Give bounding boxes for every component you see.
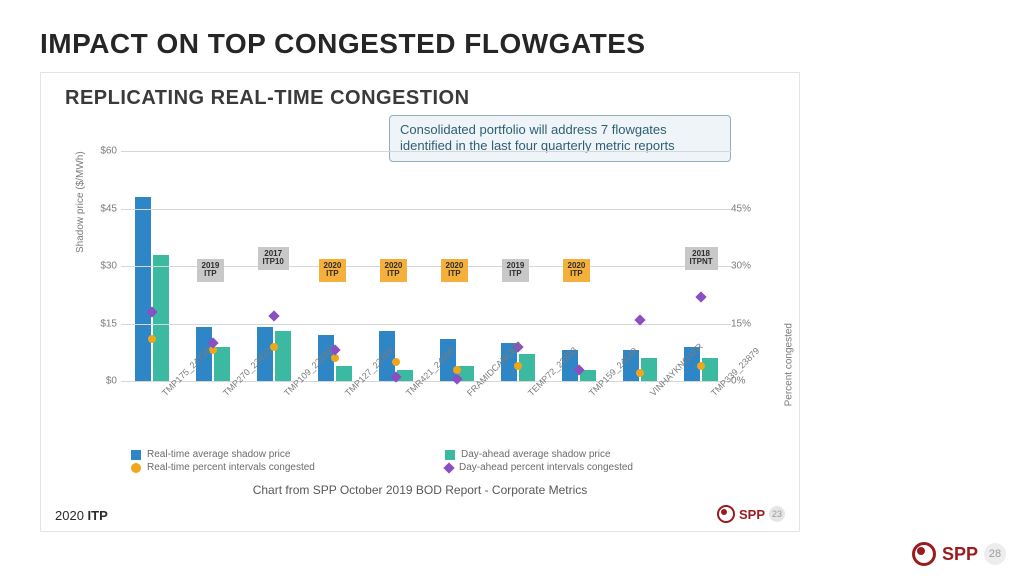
spp-logo-icon <box>717 505 735 523</box>
slide-page-number: 28 <box>984 543 1006 565</box>
slide-brand: SPP 28 <box>912 542 1006 566</box>
x-tick-label: TEMP72_22893 <box>526 391 533 398</box>
flag-label: 2020ITP <box>563 259 591 282</box>
legend-label: Real-time percent intervals congested <box>147 462 315 473</box>
marker <box>514 362 522 370</box>
chart-card: REPLICATING REAL-TIME CONGESTION Consoli… <box>40 72 800 532</box>
x-tick-label: TMP339_23879 <box>709 391 716 398</box>
flag-label: 2019ITP <box>197 259 225 282</box>
chart-caption: Chart from SPP October 2019 BOD Report -… <box>41 483 799 497</box>
flag-label: 2018ITPNT <box>685 247 718 270</box>
y-left-tick: $45 <box>100 203 117 214</box>
marker <box>148 335 156 343</box>
bar <box>135 197 151 381</box>
marker <box>636 369 644 377</box>
grid-line <box>121 151 731 152</box>
x-tick-label: TMP270_23432 <box>221 391 228 398</box>
legend-swatch <box>131 463 141 473</box>
x-tick-label: TMP109_22593* <box>282 391 289 398</box>
flag-label: 2020ITP <box>441 259 469 282</box>
flag-label: 2019ITP <box>502 259 530 282</box>
legend-swatch <box>445 450 455 460</box>
marker <box>697 362 705 370</box>
legend-label: Day-ahead average shadow price <box>461 449 611 460</box>
chart-title: REPLICATING REAL-TIME CONGESTION <box>65 87 779 110</box>
legend-swatch <box>131 450 141 460</box>
y-axis-right-label: Percent congested <box>783 323 794 406</box>
chart-brand: SPP 23 <box>717 505 785 523</box>
legend-item: Day-ahead average shadow price <box>445 449 729 460</box>
legend: Real-time average shadow price Day-ahead … <box>131 449 729 473</box>
x-axis-labels: TMP175_24736 TMP270_23432 TMP109_22593* TMP… <box>121 385 731 395</box>
x-tick-label: TMP175_24736 <box>160 391 167 398</box>
flag-label: 2020ITP <box>319 259 347 282</box>
spp-logo-icon <box>912 542 936 566</box>
x-tick-label: FRAMIDCANCED <box>465 391 472 398</box>
x-tick-label: VINHAYKNOXFR <box>648 391 655 398</box>
slide-title: IMPACT ON TOP CONGESTED FLOWGATES <box>40 28 984 60</box>
flag-label: 2020ITP <box>380 259 408 282</box>
y-axis-left-label: Shadow price ($/MWh) <box>75 151 86 253</box>
y-left-tick: $0 <box>106 376 117 387</box>
legend-item: Real-time percent intervals congested <box>131 462 415 473</box>
y-right-tick: 30% <box>731 261 751 272</box>
bar <box>153 255 169 382</box>
grid-line <box>121 209 731 210</box>
plot-area: 2019ITP 2017ITP10 2020ITP 2020ITP 2020ITP 201… <box>121 151 731 381</box>
chart-inner-page: 23 <box>769 506 785 522</box>
legend-item: Day-ahead percent intervals congested <box>445 462 729 473</box>
x-tick-label: TMR421_24095 <box>404 391 411 398</box>
legend-label: Day-ahead percent intervals congested <box>459 462 633 473</box>
legend-item: Real-time average shadow price <box>131 449 415 460</box>
chart-footer-left: 2020 ITP <box>55 508 108 523</box>
legend-label: Real-time average shadow price <box>147 449 290 460</box>
x-tick-label: TMP159_24149 <box>587 391 594 398</box>
y-axis-left: $0$15$30$45$60 <box>93 151 117 381</box>
bar <box>336 366 352 381</box>
bar <box>275 331 291 381</box>
slide: IMPACT ON TOP CONGESTED FLOWGATES REPLIC… <box>0 0 1024 576</box>
marker <box>392 358 400 366</box>
y-right-tick: 45% <box>731 203 751 214</box>
x-tick-label: TMP127_23359 <box>343 391 350 398</box>
y-left-tick: $30 <box>100 261 117 272</box>
y-right-tick: 15% <box>731 318 751 329</box>
y-left-tick: $60 <box>100 146 117 157</box>
bar <box>641 358 657 381</box>
flag-label: 2017ITP10 <box>258 247 289 270</box>
y-left-tick: $15 <box>100 318 117 329</box>
legend-swatch <box>443 462 454 473</box>
bar <box>702 358 718 381</box>
